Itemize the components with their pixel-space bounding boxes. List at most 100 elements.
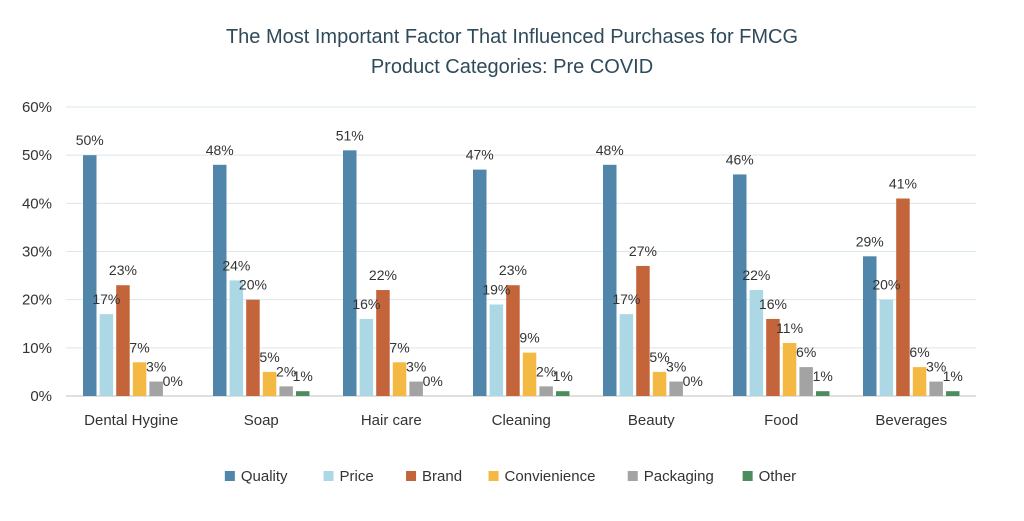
data-label: 6%	[909, 344, 929, 360]
legend-label: Convienience	[505, 468, 596, 485]
bar-price-soap	[229, 280, 244, 396]
data-label: 1%	[943, 368, 963, 384]
data-labels: 50%17%23%7%3%0%48%24%20%5%2%1%51%16%22%7…	[76, 127, 963, 389]
data-label: 47%	[466, 147, 494, 163]
legend-swatch	[627, 471, 638, 481]
bar-other-food	[816, 391, 830, 396]
bar-quality-cleaning	[473, 169, 487, 396]
bar-other-soap	[296, 391, 310, 396]
bar-convienience-hair-care	[392, 362, 407, 396]
bar-price-dental-hygine	[99, 314, 114, 396]
x-tick-label: Hair care	[361, 412, 422, 429]
bar-quality-food	[733, 174, 747, 396]
data-label: 20%	[239, 277, 267, 293]
x-axis: Dental Hygine Soap Hair care Cleaning Beauty…	[84, 412, 947, 429]
data-label: 22%	[742, 267, 770, 283]
legend-swatch	[224, 471, 235, 481]
data-label: 1%	[813, 368, 833, 384]
bar-brand-food	[766, 318, 780, 396]
data-label: 0%	[163, 373, 183, 389]
x-tick-label: Cleaning	[492, 412, 551, 429]
data-label: 2%	[276, 363, 296, 379]
data-label: 11%	[776, 320, 803, 336]
bar-packaging-beverages	[929, 381, 943, 396]
legend-label: Brand	[422, 468, 462, 485]
bar-brand-hair-care	[376, 290, 390, 396]
data-label: 48%	[206, 142, 234, 158]
data-label: 0%	[423, 373, 443, 389]
bar-convienience-cleaning	[522, 352, 537, 396]
legend-swatch	[406, 471, 417, 481]
bar-price-cleaning	[489, 304, 504, 396]
bar-quality-beverages	[863, 256, 877, 396]
data-label: 2%	[536, 363, 556, 379]
bar-brand-dental-hygine	[116, 285, 130, 396]
bar-convienience-beverages	[912, 367, 927, 396]
bar-quality-soap	[213, 164, 227, 396]
y-tick-label: 20%	[22, 292, 52, 309]
data-label: 23%	[109, 262, 137, 278]
data-label: 20%	[872, 277, 900, 293]
data-label: 3%	[926, 359, 946, 375]
bar-other-cleaning	[556, 391, 570, 396]
x-tick-label: Dental Hygine	[84, 412, 178, 429]
bar-brand-soap	[246, 299, 260, 396]
x-tick-label: Food	[764, 412, 798, 429]
data-label: 3%	[146, 359, 166, 375]
x-tick-label: Beverages	[875, 412, 947, 429]
y-tick-label: 30%	[22, 244, 52, 261]
bar-price-hair-care	[359, 318, 374, 396]
bar-brand-beauty	[636, 265, 650, 396]
data-label: 17%	[612, 291, 640, 307]
data-label: 1%	[553, 368, 573, 384]
bar-packaging-food	[799, 367, 813, 396]
y-tick-label: 10%	[22, 340, 52, 357]
legend-item-quality: Quality	[224, 468, 288, 485]
data-label: 9%	[519, 330, 539, 346]
bar-quality-beauty	[603, 164, 617, 396]
data-label: 16%	[352, 296, 380, 312]
bar-convienience-soap	[262, 371, 277, 396]
data-label: 17%	[92, 291, 120, 307]
legend-item-convienience: Convienience	[488, 468, 596, 485]
legend: Quality Price Brand Convienience Packaging Ot…	[224, 468, 797, 485]
data-label: 7%	[389, 339, 409, 355]
data-label: 5%	[649, 349, 669, 365]
legend-label: Packaging	[644, 468, 714, 485]
bar-brand-cleaning	[506, 285, 520, 396]
legend-label: Quality	[241, 468, 288, 485]
data-label: 1%	[293, 368, 313, 384]
legend-item-other: Other	[742, 468, 797, 485]
data-label: 48%	[596, 142, 624, 158]
data-label: 16%	[759, 296, 787, 312]
y-tick-label: 60%	[22, 99, 52, 116]
bar-packaging-soap	[279, 386, 293, 396]
data-label: 24%	[222, 257, 250, 273]
legend-label: Price	[340, 468, 374, 485]
bar-price-beverages	[879, 299, 894, 396]
bar-quality-dental-hygine	[83, 155, 97, 396]
data-label: 46%	[726, 151, 754, 167]
bar-packaging-hair-care	[409, 381, 423, 396]
legend-item-price: Price	[323, 468, 374, 485]
x-tick-label: Beauty	[628, 412, 675, 429]
bar-convienience-beauty	[652, 371, 667, 396]
y-tick-label: 0%	[30, 388, 52, 405]
legend-item-brand: Brand	[406, 468, 462, 485]
bar-quality-hair-care	[343, 150, 357, 396]
legend-swatch	[488, 471, 499, 481]
legend-label: Other	[759, 468, 797, 485]
y-tick-label: 40%	[22, 195, 52, 212]
data-label: 23%	[499, 262, 527, 278]
y-tick-label: 50%	[22, 147, 52, 164]
x-tick-label: Soap	[244, 412, 279, 429]
legend-item-packaging: Packaging	[627, 468, 714, 485]
data-label: 50%	[76, 132, 104, 148]
bar-convienience-dental-hygine	[132, 362, 147, 396]
legend-swatch	[742, 471, 753, 481]
bar-packaging-dental-hygine	[149, 381, 163, 396]
chart-title: The Most Important Factor That Influence…	[0, 22, 1024, 82]
bar-price-beauty	[619, 314, 634, 396]
data-label: 3%	[666, 359, 686, 375]
